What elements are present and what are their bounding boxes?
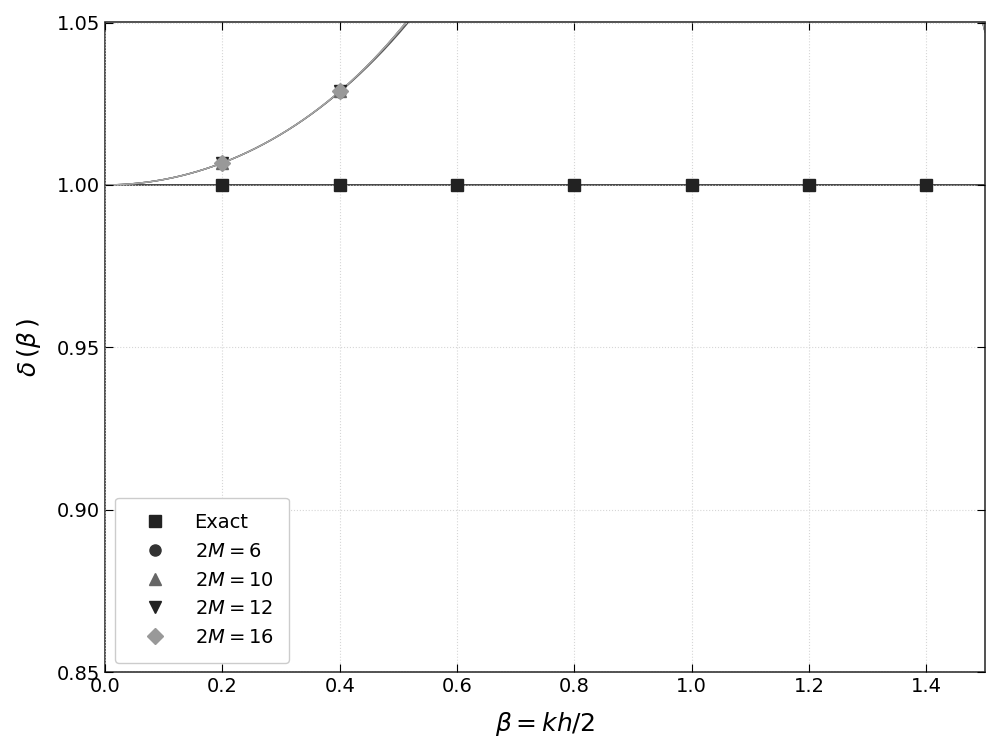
Line: $2M = 6$: $2M = 6$ — [217, 0, 932, 169]
X-axis label: $\beta = kh/2$: $\beta = kh/2$ — [495, 710, 595, 738]
Exact — [920, 181, 932, 190]
Exact — [451, 181, 463, 190]
Legend: Exact, $2M = 6$, $2M = 10$, $2M = 12$, $2M = 16$: Exact, $2M = 6$, $2M = 10$, $2M = 12$, $… — [115, 498, 289, 663]
Exact — [686, 181, 698, 190]
$2M = 6$ — [334, 87, 346, 96]
$2M = 12$ — [334, 87, 346, 96]
$2M = 6$ — [216, 158, 228, 167]
Line: $2M = 12$: $2M = 12$ — [217, 0, 932, 169]
Line: $2M = 10$: $2M = 10$ — [217, 0, 932, 169]
Exact — [216, 181, 228, 190]
$2M = 16$ — [334, 87, 346, 96]
Y-axis label: $\delta\,(\beta\,)$: $\delta\,(\beta\,)$ — [15, 318, 43, 376]
$2M = 10$ — [334, 87, 346, 96]
$2M = 10$ — [216, 158, 228, 167]
Line: $2M = 16$: $2M = 16$ — [217, 0, 932, 169]
$2M = 12$ — [216, 158, 228, 167]
Exact — [568, 181, 580, 190]
$2M = 16$ — [216, 158, 228, 167]
Exact — [334, 181, 346, 190]
Line: Exact: Exact — [217, 179, 932, 191]
Exact — [803, 181, 815, 190]
